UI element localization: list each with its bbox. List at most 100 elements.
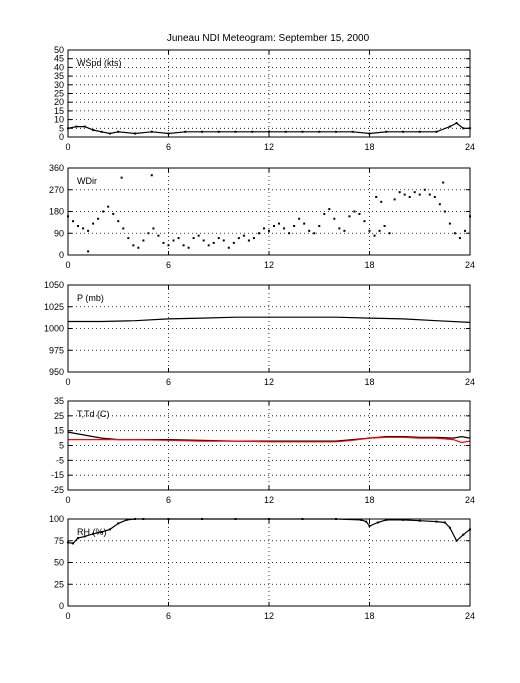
data-point xyxy=(217,237,220,240)
y-tick-label: 1050 xyxy=(44,280,64,290)
y-tick-label: -25 xyxy=(51,485,64,495)
data-point xyxy=(125,518,128,521)
data-point xyxy=(150,130,153,133)
series-line-2 xyxy=(68,436,471,444)
data-point xyxy=(443,521,446,524)
data-point xyxy=(358,212,361,215)
data-point xyxy=(462,533,465,536)
x-tick-label: 12 xyxy=(264,495,274,505)
data-point xyxy=(448,526,451,529)
data-point xyxy=(242,234,245,237)
data-point xyxy=(83,125,86,128)
data-point xyxy=(463,229,466,232)
data-point xyxy=(462,127,465,130)
y-tick-label: 180 xyxy=(49,207,64,217)
data-point xyxy=(167,244,170,247)
data-point xyxy=(385,518,388,521)
data-point xyxy=(82,227,85,230)
data-point xyxy=(343,229,346,232)
data-point xyxy=(97,217,100,220)
data-point xyxy=(418,519,421,522)
data-point xyxy=(418,193,421,196)
data-point xyxy=(368,229,371,232)
y-tick-label: 100 xyxy=(49,514,64,524)
data-point xyxy=(127,237,130,240)
data-point xyxy=(435,520,438,523)
data-point xyxy=(283,227,286,230)
data-point xyxy=(353,210,356,213)
data-point xyxy=(318,130,321,133)
data-point xyxy=(301,130,304,133)
panel-label-t-td-c: T,Td (C) xyxy=(77,409,110,419)
y-tick-label: 15 xyxy=(54,106,64,116)
y-tick-label: -5 xyxy=(56,455,64,465)
data-point xyxy=(117,220,120,223)
series-line-1 xyxy=(67,122,470,135)
data-point xyxy=(378,229,381,232)
data-point xyxy=(268,229,270,232)
data-point xyxy=(408,196,411,198)
data-point xyxy=(197,234,200,237)
data-point xyxy=(237,237,240,240)
data-point xyxy=(77,225,80,227)
x-tick-label: 6 xyxy=(166,142,171,152)
x-tick-label: 6 xyxy=(166,260,171,270)
data-point xyxy=(413,191,416,194)
y-tick-label: -15 xyxy=(51,470,64,480)
data-point xyxy=(368,132,371,135)
data-point xyxy=(172,239,175,242)
data-point xyxy=(268,130,270,133)
data-point xyxy=(252,237,255,240)
data-point xyxy=(318,225,321,227)
data-point xyxy=(222,239,225,242)
data-point xyxy=(257,232,260,235)
x-tick-label: 12 xyxy=(264,260,274,270)
data-point xyxy=(293,225,296,227)
y-tick-label: 0 xyxy=(59,250,64,260)
data-point xyxy=(348,215,351,218)
data-point xyxy=(402,130,404,133)
x-tick-label: 24 xyxy=(465,611,475,621)
data-point xyxy=(442,181,445,184)
panel-label-wdir: WDir xyxy=(77,176,97,186)
data-point xyxy=(298,217,301,220)
y-tick-label: 0 xyxy=(59,132,64,142)
series-line-1 xyxy=(67,431,471,442)
data-point xyxy=(184,130,187,133)
x-tick-label: 12 xyxy=(264,377,274,387)
plot-frame xyxy=(67,49,471,138)
data-point xyxy=(182,244,185,247)
data-point xyxy=(92,532,95,535)
data-point xyxy=(77,537,80,540)
data-point xyxy=(212,241,215,244)
data-point xyxy=(157,234,160,237)
data-point xyxy=(428,193,431,196)
data-point xyxy=(201,130,203,133)
data-point xyxy=(383,225,386,227)
data-point xyxy=(351,130,354,133)
y-tick-label: 975 xyxy=(49,345,64,355)
panel-3: 950 975 1000 1025 1050 0 6 12 18 24 P (mb) xyxy=(44,280,475,387)
y-tick-label: 25 xyxy=(54,411,64,421)
x-tick-label: 18 xyxy=(364,260,374,270)
data-point xyxy=(232,241,235,244)
data-point xyxy=(87,229,90,232)
x-tick-label: 18 xyxy=(364,377,374,387)
data-point xyxy=(360,518,363,521)
data-point xyxy=(323,212,326,215)
data-point xyxy=(368,524,371,527)
y-tick-label: 50 xyxy=(54,558,64,568)
x-tick-label: 24 xyxy=(465,495,475,505)
y-tick-label: 10 xyxy=(54,115,64,125)
data-point xyxy=(448,222,451,225)
data-point xyxy=(443,210,446,213)
data-point xyxy=(92,222,95,225)
data-point xyxy=(108,132,111,135)
x-tick-label: 6 xyxy=(166,377,171,387)
data-point xyxy=(262,227,265,230)
data-point xyxy=(152,227,155,230)
x-tick-label: 6 xyxy=(166,495,171,505)
data-point xyxy=(284,130,287,133)
